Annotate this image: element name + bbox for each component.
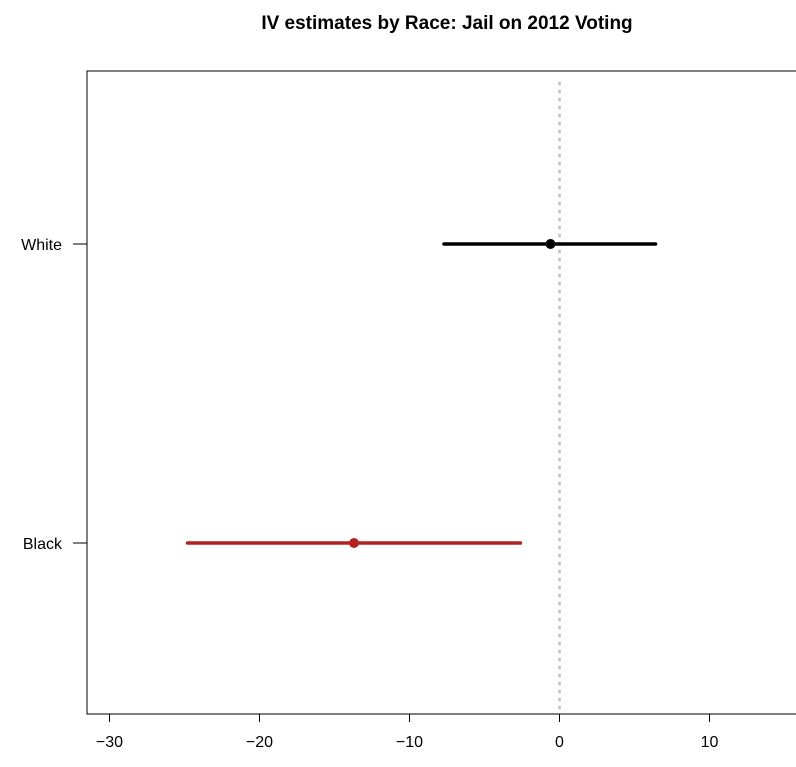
x-tick-label: 0 [555, 734, 564, 751]
x-axis: −30 −20 −10 0 10 [96, 714, 719, 751]
estimate-marks [185, 239, 658, 548]
estimate-point-black [349, 538, 359, 548]
x-tick-label: −20 [246, 734, 273, 751]
y-tick-label-white: White [21, 237, 62, 254]
x-tick-label: 10 [701, 734, 719, 751]
x-tick-label: −10 [396, 734, 423, 751]
x-tick-label: −30 [96, 734, 123, 751]
chart-title: IV estimates by Race: Jail on 2012 Votin… [261, 13, 632, 34]
plot-frame [86, 70, 796, 715]
y-axis: White Black [21, 237, 87, 553]
y-tick-label-black: Black [23, 536, 63, 553]
estimate-point-white [545, 239, 556, 249]
